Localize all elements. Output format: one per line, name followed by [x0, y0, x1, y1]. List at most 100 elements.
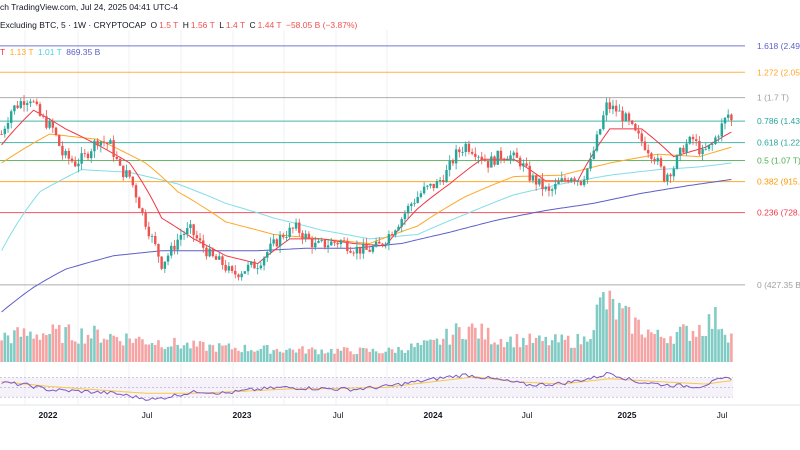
volume-bar: [211, 345, 215, 362]
candle-body: [640, 133, 643, 142]
volume-bar: [77, 343, 80, 362]
candle-body: [237, 274, 240, 278]
candle-body: [621, 110, 624, 122]
candle-body: [662, 166, 666, 182]
candle-body: [224, 264, 227, 271]
volume-bar: [137, 336, 141, 362]
candle-body: [93, 140, 96, 152]
volume-bar: [301, 346, 304, 362]
volume-bar: [557, 342, 560, 362]
candle-body: [522, 163, 525, 167]
candle-body: [454, 149, 458, 164]
volume-bar: [650, 332, 653, 362]
candle-body: [57, 135, 61, 146]
volume-bar: [109, 333, 112, 362]
candle-body: [9, 111, 13, 123]
volume-bar: [278, 351, 282, 362]
volume-bar: [99, 342, 103, 362]
candle-body: [115, 156, 119, 159]
time-tick-label: 2023: [233, 410, 252, 420]
fib-retracement[interactable]: 1.618 (2.49 1.272 (2.05 1 (1.7 T) 0.786 (1.…: [0, 41, 800, 290]
volume-bar: [464, 339, 468, 362]
candle-body: [138, 197, 141, 209]
candle-body: [45, 116, 48, 128]
volume-bar: [13, 330, 16, 362]
volume-bar: [259, 348, 263, 362]
candle-body: [96, 140, 99, 146]
volume-bar: [166, 346, 170, 362]
volume-bar: [438, 344, 442, 362]
volume-bar: [208, 344, 211, 362]
candle-body: [35, 101, 39, 105]
candle-body: [419, 193, 423, 198]
volume-bar: [304, 353, 307, 362]
candle-body: [659, 158, 663, 167]
volume-bar: [480, 323, 484, 362]
candle-body: [576, 180, 579, 182]
symbol-legend[interactable]: Excluding BTC, 5 · 1W · CRYPTOCAP O 1.5 T…: [0, 20, 359, 30]
candle-body: [250, 261, 253, 265]
candle-body: [445, 169, 448, 183]
candle-body: [477, 156, 480, 158]
volume-bar: [483, 339, 487, 362]
candle-body: [483, 159, 487, 162]
volume-bar: [201, 342, 205, 362]
volume-bar: [269, 353, 272, 362]
candle-body: [192, 224, 195, 236]
volume-bar: [330, 349, 333, 362]
volume-bar: [217, 343, 221, 362]
volume-bar: [80, 328, 83, 362]
volume-bar: [550, 340, 554, 362]
volume-bar: [608, 290, 612, 362]
volume-bar: [285, 349, 288, 362]
volume-bar: [205, 350, 208, 362]
candle-body: [618, 110, 621, 112]
volume-bar: [592, 330, 596, 362]
fib-level-label: 0 (427.35 B: [757, 280, 800, 290]
volume-bar: [230, 349, 234, 362]
volume-bar: [25, 335, 29, 362]
ma-mid-value: 1.13 T: [9, 47, 34, 57]
volume-bar: [522, 337, 525, 362]
candle-body: [486, 161, 490, 168]
candle-body: [253, 261, 256, 269]
volume-bar: [38, 339, 42, 362]
volume-bar: [281, 352, 285, 362]
symbol-name[interactable]: Excluding BTC, 5 · 1W · CRYPTOCAP: [0, 20, 147, 30]
candle-body: [74, 161, 77, 167]
volume-bar: [96, 329, 99, 362]
ma-legend[interactable]: T 1.13 T 1.01 T 869.35 B: [0, 47, 102, 57]
volume-bar: [627, 307, 631, 362]
volume-bar: [698, 324, 701, 362]
volume-bar: [64, 327, 67, 362]
candle-body: [128, 170, 131, 177]
candle-body: [118, 158, 122, 166]
candle-body: [566, 179, 570, 182]
candle-body: [48, 121, 51, 128]
volume-bar: [89, 338, 93, 362]
volume-bar: [688, 340, 692, 362]
candle-body: [726, 114, 730, 118]
volume-bar: [640, 334, 644, 362]
candle-body: [189, 224, 192, 229]
volume-bar: [486, 327, 490, 362]
volume-bar: [429, 339, 432, 362]
candle-body: [451, 160, 455, 164]
candle-body: [186, 228, 189, 235]
candle-body: [397, 226, 400, 231]
candle-body: [80, 153, 83, 164]
candle-body: [502, 159, 506, 161]
volume-bar: [538, 335, 541, 362]
volume-bar: [365, 348, 368, 362]
candle-body: [275, 239, 279, 247]
volume-bar: [646, 329, 650, 362]
volume-bar: [3, 332, 7, 362]
candlesticks: [0, 94, 733, 281]
candle-body: [541, 178, 544, 190]
volume-bar: [467, 326, 471, 362]
candle-body: [589, 158, 592, 169]
candle-body: [368, 249, 371, 252]
time-tick-label: 2025: [618, 410, 637, 420]
change-value: −58.05 B (−3.87%): [285, 20, 358, 30]
